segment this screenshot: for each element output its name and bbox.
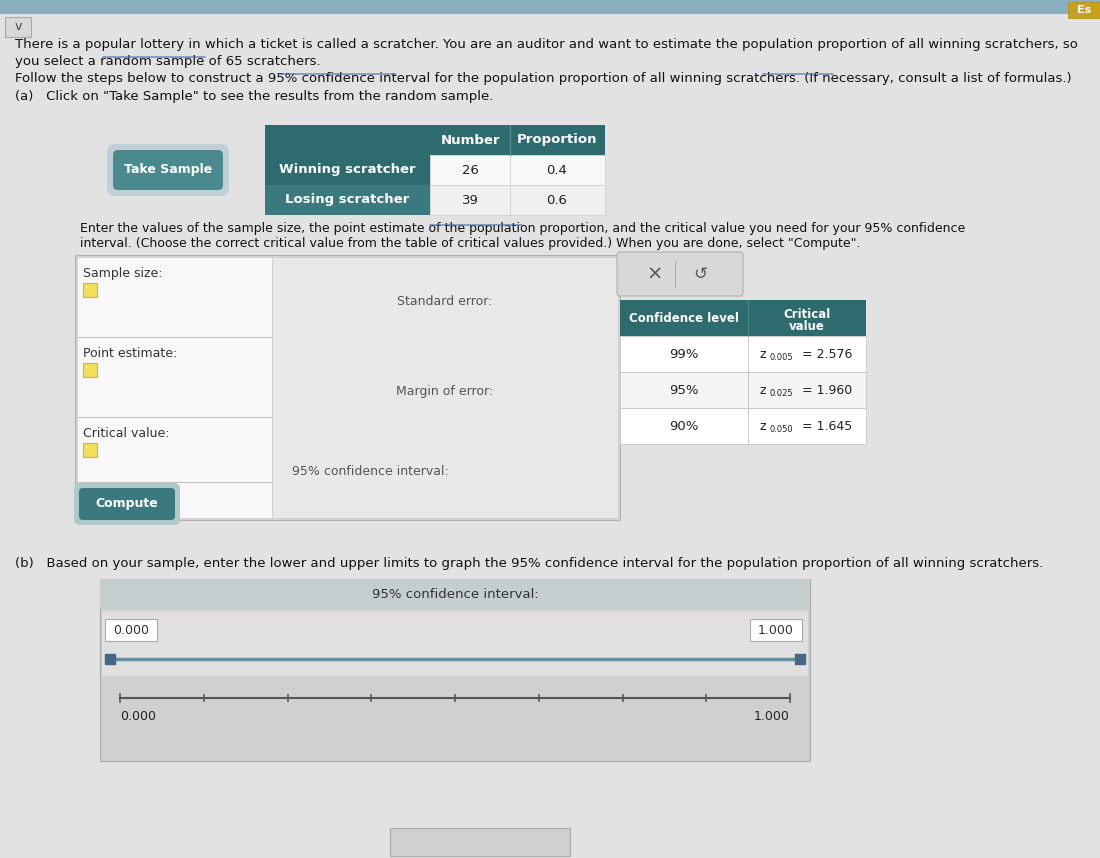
- Text: z: z: [760, 420, 767, 432]
- Text: 0.050: 0.050: [769, 426, 793, 434]
- Text: 39: 39: [462, 194, 478, 207]
- Text: ×: ×: [647, 264, 663, 283]
- Text: 0.025: 0.025: [769, 390, 793, 398]
- Text: Margin of error:: Margin of error:: [396, 385, 494, 398]
- FancyBboxPatch shape: [265, 125, 605, 155]
- Text: Critical: Critical: [783, 308, 830, 321]
- FancyBboxPatch shape: [107, 144, 229, 196]
- FancyBboxPatch shape: [430, 155, 510, 185]
- Text: Follow the steps below to construct a 95% confidence interval for the population: Follow the steps below to construct a 95…: [15, 72, 1071, 85]
- Text: = 1.645: = 1.645: [802, 420, 852, 432]
- FancyBboxPatch shape: [272, 257, 618, 518]
- FancyBboxPatch shape: [510, 185, 605, 215]
- Text: Take Sample: Take Sample: [124, 164, 212, 177]
- FancyBboxPatch shape: [100, 579, 810, 761]
- Text: value: value: [789, 320, 825, 333]
- Text: Point estimate:: Point estimate:: [82, 347, 177, 360]
- Text: 90%: 90%: [669, 420, 698, 432]
- FancyBboxPatch shape: [620, 300, 866, 336]
- FancyBboxPatch shape: [6, 17, 31, 37]
- Text: 26: 26: [462, 164, 478, 177]
- Text: 0.000: 0.000: [113, 624, 148, 637]
- FancyBboxPatch shape: [74, 483, 180, 525]
- Text: There is a popular lottery in which a ticket is called a scratcher. You are an a: There is a popular lottery in which a ti…: [15, 38, 1078, 51]
- Text: interval. (Choose the correct critical value from the table of critical values p: interval. (Choose the correct critical v…: [80, 237, 860, 250]
- FancyBboxPatch shape: [620, 408, 748, 444]
- FancyBboxPatch shape: [748, 372, 866, 408]
- Text: Losing scratcher: Losing scratcher: [285, 194, 409, 207]
- Text: Confidence level: Confidence level: [629, 311, 739, 324]
- FancyBboxPatch shape: [82, 443, 97, 457]
- FancyBboxPatch shape: [620, 336, 748, 372]
- FancyBboxPatch shape: [617, 252, 742, 296]
- Text: (a)   Click on "Take Sample" to see the results from the random sample.: (a) Click on "Take Sample" to see the re…: [15, 90, 494, 103]
- Text: Compute: Compute: [96, 498, 158, 511]
- Text: 1.000: 1.000: [755, 710, 790, 723]
- FancyBboxPatch shape: [748, 336, 866, 372]
- FancyBboxPatch shape: [265, 185, 430, 215]
- FancyBboxPatch shape: [77, 257, 272, 518]
- FancyBboxPatch shape: [113, 150, 223, 190]
- FancyBboxPatch shape: [100, 579, 810, 609]
- Text: v: v: [14, 21, 22, 33]
- Text: Standard error:: Standard error:: [397, 295, 493, 308]
- FancyBboxPatch shape: [750, 619, 802, 641]
- Text: Enter the values of the sample size, the point estimate of the population propor: Enter the values of the sample size, the…: [80, 222, 966, 235]
- FancyBboxPatch shape: [79, 488, 175, 520]
- FancyBboxPatch shape: [430, 185, 510, 215]
- Text: Number: Number: [440, 134, 499, 147]
- Text: Sample size:: Sample size:: [82, 267, 163, 280]
- Text: 0.6: 0.6: [547, 194, 568, 207]
- FancyBboxPatch shape: [620, 372, 748, 408]
- Text: = 2.576: = 2.576: [802, 347, 852, 360]
- Text: 95% confidence interval:: 95% confidence interval:: [292, 465, 449, 478]
- FancyBboxPatch shape: [75, 255, 620, 520]
- Text: 95% confidence interval:: 95% confidence interval:: [372, 588, 538, 601]
- Text: (b)   Based on your sample, enter the lower and upper limits to graph the 95% co: (b) Based on your sample, enter the lowe…: [15, 557, 1043, 570]
- Text: ↺: ↺: [693, 265, 707, 283]
- Text: 1.000: 1.000: [758, 624, 794, 637]
- Text: Critical value:: Critical value:: [82, 427, 169, 440]
- Text: you select a random sample of 65 scratchers.: you select a random sample of 65 scratch…: [15, 55, 320, 68]
- Text: 0.4: 0.4: [547, 164, 568, 177]
- FancyBboxPatch shape: [265, 155, 430, 185]
- FancyBboxPatch shape: [390, 828, 570, 856]
- Text: Proportion: Proportion: [517, 134, 597, 147]
- FancyBboxPatch shape: [0, 0, 1100, 14]
- Text: 95%: 95%: [669, 384, 698, 396]
- FancyBboxPatch shape: [510, 155, 605, 185]
- FancyBboxPatch shape: [82, 283, 97, 297]
- Text: z: z: [760, 347, 767, 360]
- FancyBboxPatch shape: [102, 611, 808, 676]
- FancyBboxPatch shape: [1068, 2, 1100, 18]
- Text: z: z: [760, 384, 767, 396]
- Text: Winning scratcher: Winning scratcher: [278, 164, 416, 177]
- Text: 0.000: 0.000: [120, 710, 156, 723]
- FancyBboxPatch shape: [82, 363, 97, 377]
- Text: 0.005: 0.005: [769, 353, 793, 362]
- Text: Es: Es: [1077, 5, 1091, 15]
- FancyBboxPatch shape: [0, 14, 1100, 858]
- Text: 99%: 99%: [669, 347, 698, 360]
- FancyBboxPatch shape: [748, 408, 866, 444]
- FancyBboxPatch shape: [104, 619, 157, 641]
- Text: = 1.960: = 1.960: [802, 384, 852, 396]
